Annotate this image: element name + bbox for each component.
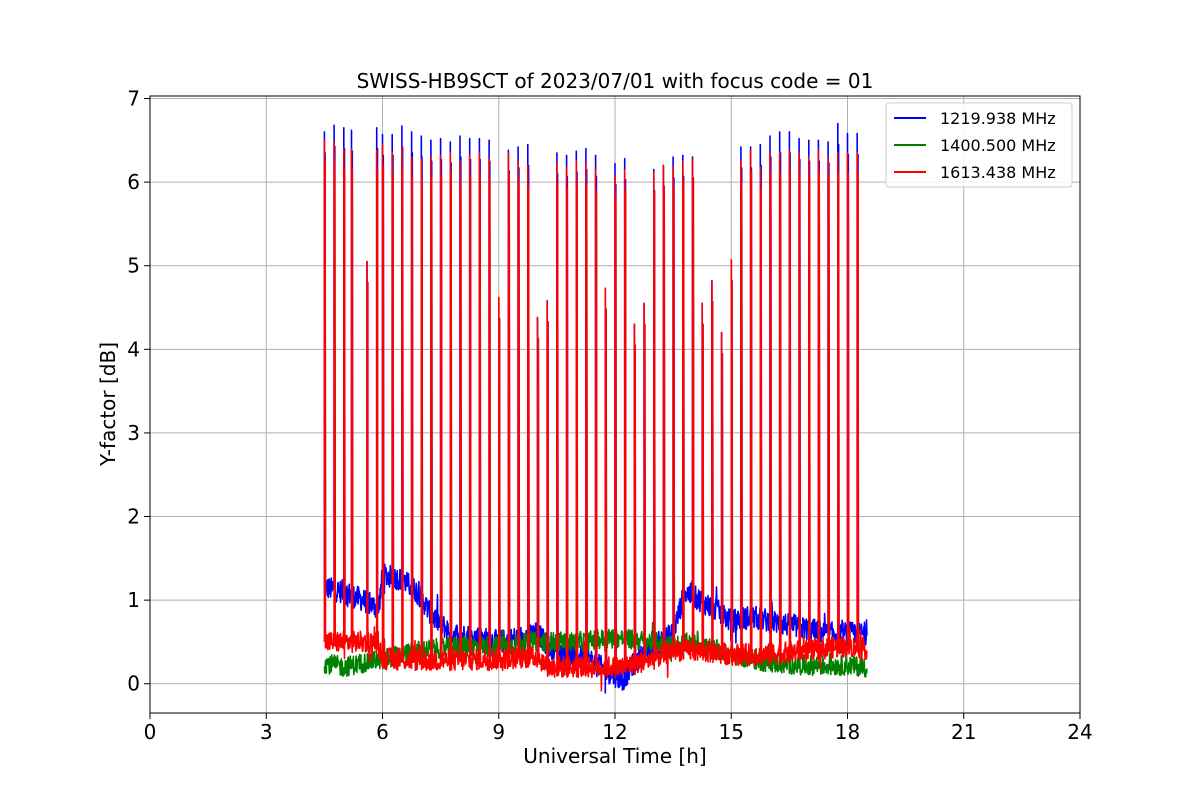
legend-label-1219: 1219.938 MHz — [940, 109, 1056, 128]
x-tick-label: 6 — [376, 720, 389, 744]
legend-label-1613: 1613.438 MHz — [940, 163, 1056, 182]
legend-box — [885, 102, 1073, 188]
x-tick-label: 21 — [951, 720, 976, 744]
x-tick-label: 3 — [260, 720, 273, 744]
x-tick-label: 12 — [602, 720, 627, 744]
x-tick-label: 24 — [1067, 720, 1092, 744]
x-tick-label: 0 — [144, 720, 157, 744]
y-tick-label: 2 — [127, 505, 140, 529]
x-axis-label: Universal Time [h] — [523, 744, 706, 768]
x-axis-ticks: 0 3 6 9 12 15 18 21 24 — [144, 713, 1093, 744]
y-tick-label: 0 — [127, 672, 140, 696]
y-tick-label: 3 — [127, 421, 140, 445]
legend: 1219.938 MHz 1400.500 MHz 1613.438 MHz — [885, 102, 1073, 188]
legend-label-1400: 1400.500 MHz — [940, 136, 1056, 155]
y-tick-label: 4 — [127, 337, 140, 361]
y-tick-label: 1 — [127, 588, 140, 612]
x-tick-label: 15 — [719, 720, 744, 744]
data-layer — [323, 122, 868, 694]
y-tick-label: 6 — [127, 170, 140, 194]
x-tick-label: 18 — [835, 720, 860, 744]
x-tick-label: 9 — [492, 720, 505, 744]
y-tick-label: 5 — [127, 254, 140, 278]
y-tick-label: 7 — [127, 87, 140, 111]
chart-title: SWISS-HB9SCT of 2023/07/01 with focus co… — [357, 69, 874, 93]
y-axis-ticks: 0 1 2 3 4 5 6 7 — [127, 87, 150, 696]
series-line-1613 — [323, 139, 868, 692]
y-axis-label: Y-factor [dB] — [96, 342, 120, 467]
